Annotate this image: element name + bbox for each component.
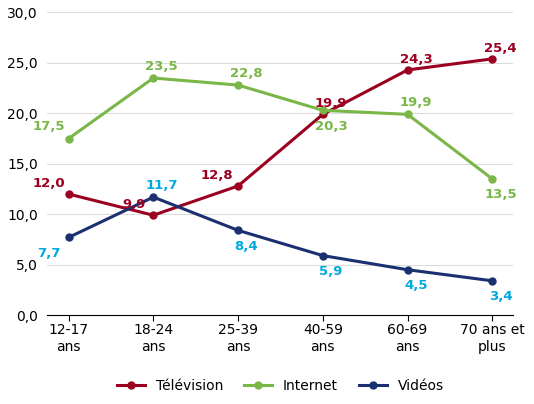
Text: 13,5: 13,5 xyxy=(484,188,517,201)
Text: 24,3: 24,3 xyxy=(399,53,433,66)
Text: 19,9: 19,9 xyxy=(315,97,348,110)
Text: 8,4: 8,4 xyxy=(234,240,258,253)
Text: 11,7: 11,7 xyxy=(145,179,178,192)
Text: 12,8: 12,8 xyxy=(201,169,233,182)
Text: 7,7: 7,7 xyxy=(37,247,61,260)
Text: 23,5: 23,5 xyxy=(145,60,178,73)
Text: 5,9: 5,9 xyxy=(319,265,343,278)
Text: 22,8: 22,8 xyxy=(230,67,263,80)
Text: 3,4: 3,4 xyxy=(489,290,513,303)
Text: 9,9: 9,9 xyxy=(122,198,146,211)
Text: 20,3: 20,3 xyxy=(315,120,348,133)
Text: 17,5: 17,5 xyxy=(33,120,65,133)
Text: 4,5: 4,5 xyxy=(404,279,428,292)
Legend: Télévision, Internet, Vidéos: Télévision, Internet, Vidéos xyxy=(112,374,450,399)
Text: 12,0: 12,0 xyxy=(33,177,66,190)
Text: 25,4: 25,4 xyxy=(484,42,517,55)
Text: 19,9: 19,9 xyxy=(399,96,432,109)
